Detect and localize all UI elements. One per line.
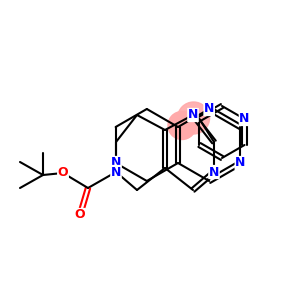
Circle shape — [168, 112, 196, 140]
Text: O: O — [75, 208, 85, 221]
Text: N: N — [188, 109, 198, 122]
Text: N: N — [235, 157, 245, 169]
Text: N: N — [111, 166, 121, 178]
Circle shape — [178, 102, 210, 134]
Text: N: N — [110, 157, 121, 169]
Text: N: N — [204, 103, 214, 116]
Text: O: O — [58, 167, 68, 179]
Text: N: N — [209, 166, 219, 178]
Text: N: N — [239, 112, 250, 125]
